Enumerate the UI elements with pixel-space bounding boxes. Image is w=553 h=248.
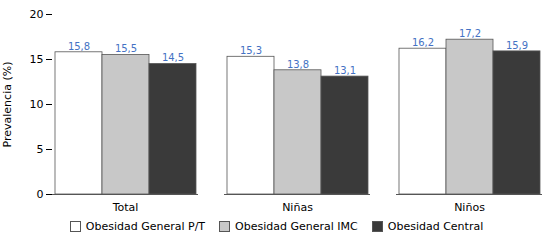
html-text:Obesidad Central: Obesidad Central: [387, 220, 484, 233]
svg-text:14,5: 14,5: [162, 52, 184, 63]
svg-text:15,5: 15,5: [115, 43, 137, 54]
svg-text:17,2: 17,2: [459, 28, 481, 39]
svg-text:Niños: Niños: [454, 201, 485, 214]
html-text:Obesidad General P/T: Obesidad General P/T: [85, 220, 206, 233]
svg-text:Prevalencia (%): Prevalencia (%): [1, 62, 14, 148]
html-text:Obesidad General IMC: Obesidad General IMC: [235, 220, 358, 233]
svg-text:13,8: 13,8: [287, 59, 309, 70]
svg-text:Niñas: Niñas: [282, 201, 313, 214]
svg-text:10: 10: [30, 98, 44, 111]
svg-text:16,2: 16,2: [412, 37, 434, 48]
svg-text:15,3: 15,3: [240, 45, 262, 56]
svg-text:15: 15: [30, 53, 44, 66]
svg-text:20: 20: [30, 8, 44, 21]
svg-text:Total: Total: [112, 201, 139, 214]
svg-text:15,8: 15,8: [68, 41, 90, 52]
svg-text:0: 0: [37, 188, 44, 201]
svg-text:13,1: 13,1: [334, 65, 356, 76]
svg-text:15,9: 15,9: [506, 40, 528, 51]
svg-text:5: 5: [37, 143, 44, 156]
